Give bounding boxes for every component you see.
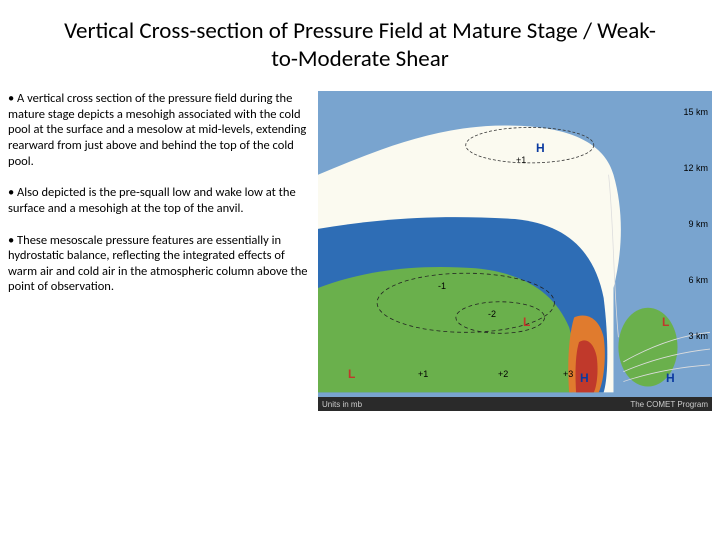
- marker-H-top: H: [536, 141, 545, 155]
- ylabel-3: 3 km: [688, 331, 708, 341]
- ylabel-12: 12 km: [683, 163, 708, 173]
- marker-L-mid: L: [523, 315, 530, 329]
- diagram-footer: Units in mb The COMET Program: [318, 397, 712, 411]
- bullet-column: • A vertical cross section of the pressu…: [8, 91, 308, 411]
- credit-label: The COMET Program: [630, 400, 708, 409]
- slide-title: Vertical Cross-section of Pressure Field…: [0, 0, 720, 81]
- bullet-2: • Also depicted is the pre-squall low an…: [8, 185, 308, 216]
- units-label: Units in mb: [322, 400, 362, 409]
- diagram-svg: [318, 91, 712, 406]
- bullet-3: • These mesoscale pressure features are …: [8, 233, 308, 296]
- marker-H-surface: H: [580, 371, 589, 385]
- marker-L-wake: L: [348, 367, 355, 381]
- ylabel-15: 15 km: [683, 107, 708, 117]
- ylabel-9: 9 km: [688, 219, 708, 229]
- label-pos1-top: +1: [516, 155, 526, 165]
- label-neg1: -1: [438, 281, 446, 291]
- marker-L-presquall: L: [662, 315, 669, 329]
- label-pos1: +1: [418, 369, 428, 379]
- label-neg2: -2: [488, 309, 496, 319]
- label-pos2: +2: [498, 369, 508, 379]
- marker-H-right: H: [666, 371, 675, 385]
- content-row: • A vertical cross section of the pressu…: [0, 81, 720, 411]
- cross-section-diagram: 15 km 12 km 9 km 6 km 3 km H L L L H H -…: [318, 91, 712, 411]
- bullet-1: • A vertical cross section of the pressu…: [8, 91, 308, 169]
- ylabel-6: 6 km: [688, 275, 708, 285]
- label-pos3: +3: [563, 369, 573, 379]
